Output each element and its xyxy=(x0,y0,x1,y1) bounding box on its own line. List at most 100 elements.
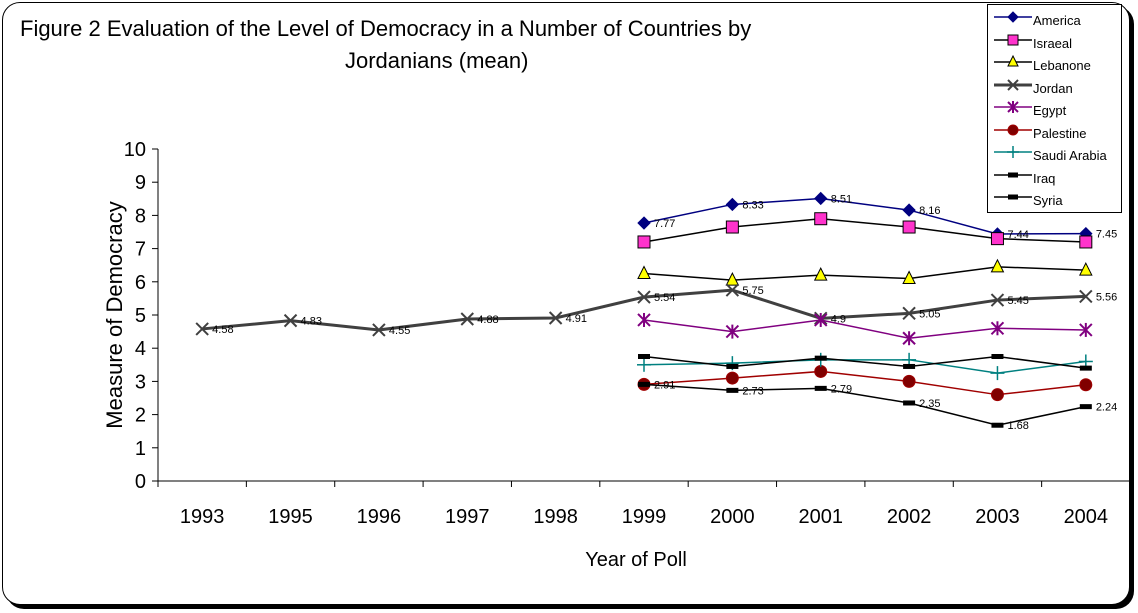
legend-swatch xyxy=(994,34,1032,45)
series-line-israeal xyxy=(643,217,1086,243)
point-marker xyxy=(1008,172,1018,177)
y-tick-label: 1 xyxy=(135,438,146,460)
legend-swatch xyxy=(994,54,1032,67)
point-marker xyxy=(460,312,474,326)
legend-swatch xyxy=(994,124,1032,135)
point-marker xyxy=(637,216,651,230)
chart-legend: America Israeal Lebanone Jordan Egypt Palesti… xyxy=(987,4,1122,213)
series-jordan: 4.584.834.554.88 4.915.545.754.9 5.055.45 5… xyxy=(195,283,1117,337)
point-marker xyxy=(1079,322,1093,337)
point-marker xyxy=(814,364,828,378)
point-marker xyxy=(637,235,651,249)
point-marker xyxy=(814,212,828,226)
point-marker xyxy=(990,388,1004,402)
point-marker xyxy=(990,293,1005,307)
point-marker xyxy=(1007,124,1019,135)
y-tick-label: 6 xyxy=(135,272,146,294)
point-marker xyxy=(638,381,650,387)
legend-label: Iraq xyxy=(1033,170,1056,186)
y-tick-label: 5 xyxy=(135,305,146,327)
legend-item: America xyxy=(988,9,1121,31)
data-label: 1.68 xyxy=(1007,420,1028,432)
legend-item: Saudi Arabia xyxy=(988,144,1121,166)
legend-label: Israeal xyxy=(1033,35,1073,51)
point-marker xyxy=(902,331,916,346)
data-label: 8.33 xyxy=(742,199,763,211)
legend-swatch xyxy=(994,78,1032,91)
legend-item: Iraq xyxy=(988,167,1121,189)
data-label: 7.77 xyxy=(654,218,675,230)
point-marker xyxy=(814,355,827,361)
series-america: 7.77 8.33 8.51 8.16 7.44 7.45 xyxy=(637,191,1117,241)
point-marker xyxy=(637,265,651,279)
point-marker xyxy=(725,324,740,339)
point-marker xyxy=(902,374,916,388)
legend-label: Palestine xyxy=(1033,125,1087,141)
x-tick-label: 1999 xyxy=(622,506,667,528)
data-label: 2.24 xyxy=(1096,402,1117,414)
x-tick-label: 1996 xyxy=(357,506,402,528)
point-marker xyxy=(991,422,1004,428)
chart-title-line2: Jordanians (mean) xyxy=(345,48,529,73)
point-marker xyxy=(195,322,209,336)
point-marker xyxy=(1079,378,1093,392)
point-marker xyxy=(902,203,916,217)
point-marker xyxy=(1079,404,1092,410)
x-tick-label: 1997 xyxy=(445,506,490,528)
point-marker xyxy=(991,354,1004,359)
data-label: 5.56 xyxy=(1096,291,1117,303)
legend-item: Syria xyxy=(988,189,1121,211)
legend-label: Egypt xyxy=(1033,103,1067,118)
data-label: 5.45 xyxy=(1007,295,1028,307)
legend-label: Syria xyxy=(1033,193,1063,208)
point-marker xyxy=(990,321,1005,336)
point-marker xyxy=(1079,365,1092,371)
legend-item: Palestine xyxy=(988,122,1121,144)
legend-swatch xyxy=(994,11,1032,23)
point-marker xyxy=(1007,146,1019,158)
series-line-america xyxy=(643,197,1086,235)
data-label: 4.58 xyxy=(212,324,233,336)
point-marker xyxy=(1079,235,1093,249)
data-label: 5.54 xyxy=(654,292,675,304)
data-label: 8.51 xyxy=(831,193,852,205)
point-marker xyxy=(637,357,651,372)
point-marker xyxy=(726,363,739,369)
legend-swatch xyxy=(994,194,1032,200)
legend-swatch xyxy=(994,101,1032,113)
point-marker xyxy=(1007,78,1019,91)
point-marker xyxy=(372,323,386,337)
point-marker xyxy=(1007,54,1019,67)
y-tick-label: 3 xyxy=(135,371,146,393)
point-marker xyxy=(1007,11,1019,23)
point-marker xyxy=(548,311,563,325)
legend-label: Lebanone xyxy=(1033,58,1091,73)
point-marker xyxy=(1079,262,1093,276)
point-marker xyxy=(990,232,1004,246)
point-marker xyxy=(1007,34,1019,45)
point-marker xyxy=(283,313,298,328)
x-axis-label: Year of Poll xyxy=(585,549,687,571)
point-marker xyxy=(1007,101,1019,113)
series-line-saudi-arabia xyxy=(643,359,1086,374)
point-marker xyxy=(1079,289,1093,304)
point-marker xyxy=(814,385,827,391)
data-label: 7.44 xyxy=(1007,229,1028,241)
point-marker xyxy=(1008,194,1018,200)
data-label: 4.88 xyxy=(477,314,498,326)
y-tick-label: 7 xyxy=(135,239,146,261)
point-marker xyxy=(902,306,916,321)
legend-item: Jordan xyxy=(988,77,1121,99)
data-label: 5.05 xyxy=(919,308,940,320)
data-label: 2.35 xyxy=(919,398,940,410)
point-marker xyxy=(725,272,740,286)
point-marker xyxy=(990,258,1005,273)
chart-frame xyxy=(2,2,1130,605)
series-iraq: 2.91 2.73 2.79 2.35 1.68 2.24 xyxy=(638,379,1117,432)
series-line-syria xyxy=(643,355,1086,369)
data-label: 2.91 xyxy=(654,379,675,391)
legend-label: America xyxy=(1033,13,1081,28)
x-tick-label: 1993 xyxy=(180,506,225,528)
y-tick-label: 0 xyxy=(135,471,146,493)
legend-swatch xyxy=(994,172,1032,177)
